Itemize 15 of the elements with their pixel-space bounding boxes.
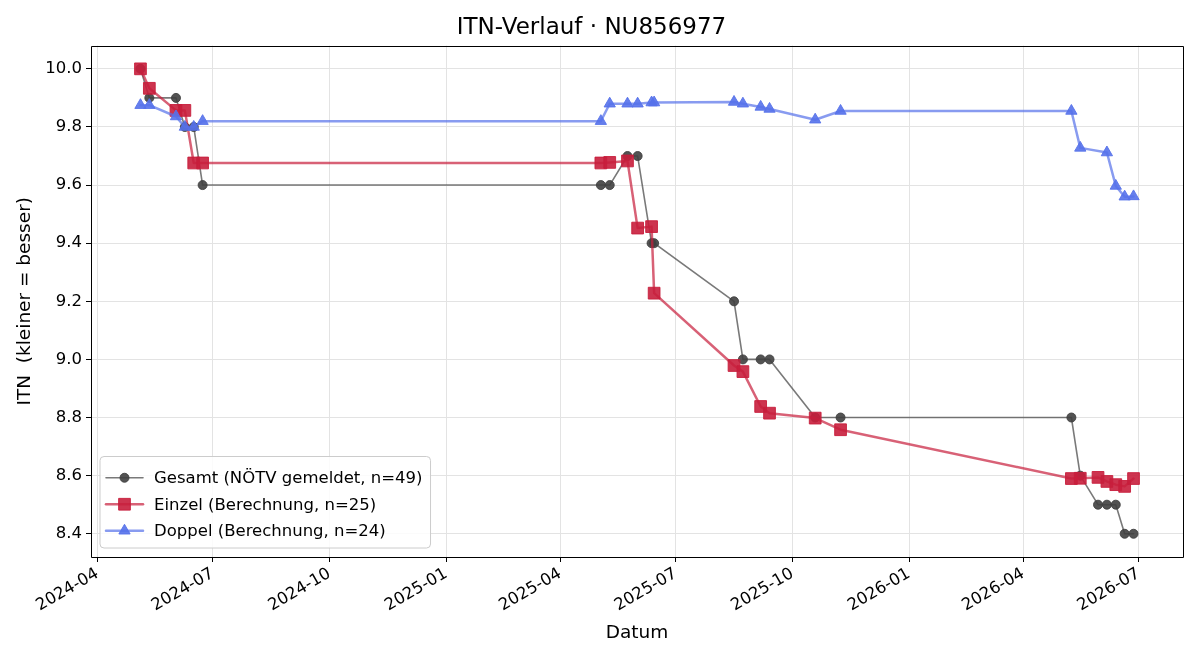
legend-label: Doppel (Berechnung, n=24): [154, 521, 386, 541]
y-tick-label: 10.0: [45, 58, 82, 78]
y-tick-label: 8.6: [55, 464, 82, 484]
legend-label: Einzel (Berechnung, n=25): [154, 494, 377, 514]
y-tick-label: 9.2: [55, 290, 82, 310]
y-axis-title: ITN (kleiner = besser): [12, 197, 34, 406]
chart-title: ITN-Verlauf · NU856977: [456, 12, 727, 39]
legend-label: Gesamt (NÖTV gemeldet, n=49): [154, 468, 423, 488]
y-tick-label: 9.0: [55, 348, 82, 368]
y-tick-label: 9.8: [55, 116, 82, 136]
y-tick-label: 9.4: [55, 232, 82, 252]
y-tick-label: 8.8: [55, 406, 82, 426]
x-axis-title: Datum: [605, 620, 669, 642]
y-tick-label: 8.4: [55, 523, 82, 543]
y-tick-label: 9.6: [55, 174, 82, 194]
